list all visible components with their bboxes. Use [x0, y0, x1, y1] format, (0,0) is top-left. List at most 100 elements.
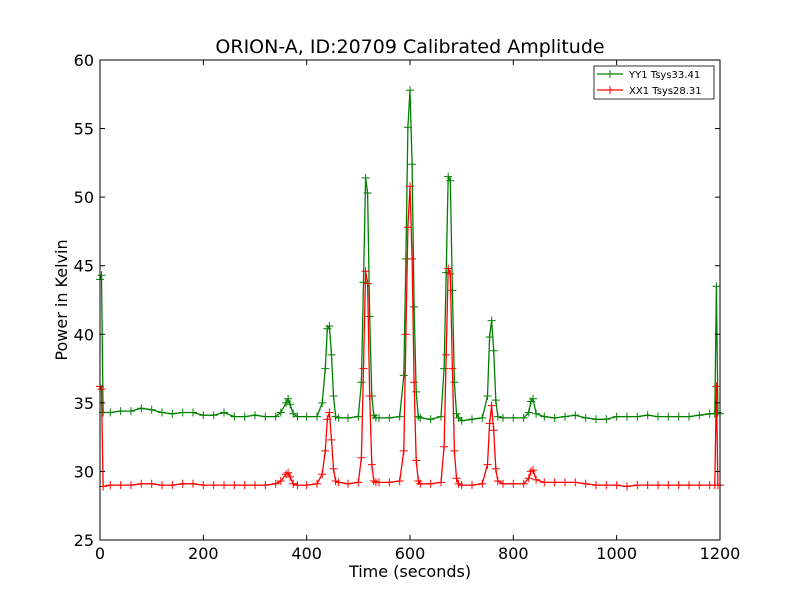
y-tick-label: 30 [74, 462, 94, 481]
data-point [491, 464, 500, 473]
data-point [550, 478, 559, 487]
data-point [369, 477, 378, 485]
data-point [261, 412, 270, 421]
data-point [367, 460, 376, 469]
x-tick-label: 600 [395, 544, 426, 563]
data-point [375, 413, 383, 422]
data-point [313, 412, 321, 421]
data-point [519, 479, 528, 488]
data-point [321, 446, 330, 455]
legend-item: XX1 Tsys28.31 [597, 86, 702, 97]
data-point [361, 267, 370, 276]
data-point [412, 387, 421, 396]
data-point [623, 482, 631, 491]
data-point [493, 412, 502, 421]
data-point [487, 401, 496, 410]
data-point [529, 394, 537, 403]
data-point [240, 481, 249, 490]
data-point [487, 316, 496, 325]
data-point [532, 475, 541, 484]
data-point [410, 302, 419, 311]
data-point [416, 413, 425, 422]
data-point [483, 392, 492, 400]
data-point [674, 412, 683, 421]
data-point [127, 481, 135, 490]
data-point [452, 474, 461, 483]
y-tick-label: 35 [74, 394, 94, 413]
x-tick-label: 200 [188, 544, 219, 563]
data-point [325, 322, 334, 331]
data-point [485, 333, 494, 341]
series-yy1 [96, 86, 724, 425]
data-point [674, 481, 683, 490]
data-point [519, 413, 528, 422]
legend-label: XX1 Tsys28.31 [629, 86, 702, 97]
data-point [357, 378, 366, 387]
data-point [695, 411, 704, 420]
x-tick-label: 0 [95, 544, 105, 563]
data-point [446, 176, 455, 185]
y-tick-label: 45 [74, 257, 94, 276]
data-point [313, 479, 321, 488]
legend-marker [606, 70, 614, 78]
data-point [499, 479, 507, 488]
data-point [318, 470, 327, 479]
data-point [97, 385, 106, 394]
data-point [440, 364, 449, 373]
data-point [489, 426, 498, 435]
data-point [158, 408, 166, 417]
data-point [592, 481, 600, 490]
y-tick-label: 40 [74, 325, 94, 344]
data-point [178, 479, 187, 488]
data-point [344, 479, 352, 488]
data-point [483, 460, 492, 469]
data-point [209, 481, 218, 490]
data-point [612, 412, 621, 421]
data-point [695, 481, 704, 490]
data-point [612, 481, 621, 490]
data-point [199, 481, 208, 490]
data-point [403, 223, 412, 232]
legend: YY1 Tsys33.41 XX1 Tsys28.31 [593, 65, 715, 100]
data-point [540, 478, 549, 487]
data-point [137, 479, 146, 488]
data-point [168, 409, 177, 418]
data-point [664, 481, 673, 490]
data-point [524, 408, 533, 417]
data-point [106, 408, 115, 417]
data-point [446, 269, 455, 278]
data-point [408, 160, 417, 169]
legend-item: YY1 Tsys33.41 [597, 70, 700, 81]
data-point [318, 398, 327, 407]
data-point [230, 412, 239, 421]
series-xx1 [96, 182, 724, 491]
data-point [344, 413, 352, 422]
data-point [116, 481, 125, 490]
data-point [251, 481, 259, 490]
data-point [240, 412, 249, 421]
data-point [399, 371, 408, 380]
data-point [540, 412, 549, 421]
data-point [385, 478, 394, 487]
data-point [526, 467, 535, 476]
data-point [271, 412, 280, 421]
data-point [550, 413, 559, 422]
data-point [713, 408, 722, 417]
data-point [147, 479, 156, 488]
data-point [137, 404, 146, 413]
data-point [302, 412, 311, 421]
data-point [276, 477, 285, 485]
data-point [276, 408, 285, 417]
data-point [444, 172, 453, 181]
y-tick-label: 60 [74, 51, 94, 70]
data-point [440, 442, 449, 451]
axis-layer: 0 200 400 600 800 1000 1200 25 30 35 40 45 50 55 60 [74, 51, 741, 563]
data-point [664, 412, 673, 421]
data-point [361, 173, 370, 182]
data-point [97, 271, 106, 280]
data-point [416, 479, 425, 488]
data-point [623, 412, 631, 421]
data-point [327, 350, 336, 359]
data-point [189, 408, 197, 417]
data-point [375, 478, 383, 487]
